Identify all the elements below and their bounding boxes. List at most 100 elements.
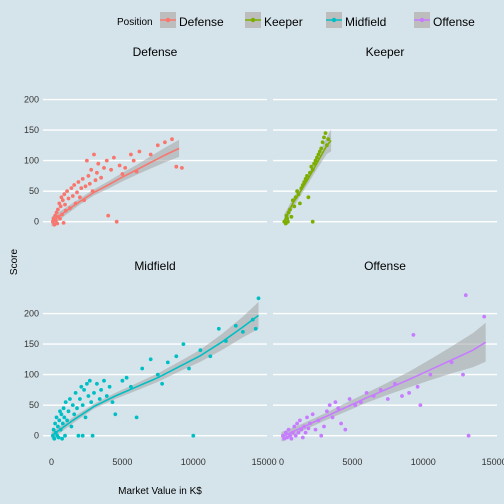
point-offense-31 (343, 427, 348, 432)
point-midfield-55 (165, 360, 170, 365)
point-midfield-12 (59, 412, 64, 417)
x-tick-label-midfield-1: 5000 (112, 457, 132, 467)
panel-keeper: Keeper (273, 45, 497, 227)
point-offense-27 (330, 415, 335, 420)
point-keeper-29 (320, 140, 325, 145)
point-defense-33 (85, 158, 89, 163)
point-offense-28 (333, 400, 338, 404)
point-offense-45 (428, 372, 433, 377)
point-midfield-37 (90, 433, 95, 438)
x-tick-label-offense-1: 5000 (342, 457, 362, 467)
point-midfield-43 (104, 394, 109, 398)
point-offense-2 (283, 430, 288, 435)
point-keeper-7 (289, 214, 294, 219)
point-midfield-60 (208, 354, 213, 359)
point-midfield-18 (63, 400, 68, 404)
point-defense-58 (163, 140, 167, 145)
y-tick-label-defense-2: 100 (24, 156, 39, 166)
y-tick-label-midfield-0: 0 (34, 431, 39, 441)
y-tick-label-midfield-4: 200 (24, 309, 39, 319)
legend: Position Defense Keeper Midfield Offense (117, 12, 475, 29)
point-midfield-57 (181, 342, 186, 346)
y-tick-label-midfield-1: 50 (29, 400, 39, 410)
point-defense-2 (52, 222, 57, 227)
legend-point-offense (419, 17, 425, 23)
point-keeper-24 (313, 158, 318, 163)
point-offense-50 (482, 314, 487, 319)
point-defense-6 (55, 221, 60, 226)
point-keeper-4 (286, 219, 290, 224)
confidence-band-offense (281, 322, 486, 442)
point-offense-49 (466, 433, 471, 438)
point-offense-14 (300, 435, 305, 440)
panel-title-defense: Defense (133, 45, 178, 59)
point-offense-44 (418, 403, 423, 407)
point-defense-9 (57, 201, 62, 206)
point-midfield-14 (60, 421, 65, 426)
point-defense-42 (99, 175, 103, 180)
point-keeper-25 (315, 155, 319, 160)
panel-title-midfield: Midfield (134, 259, 175, 273)
x-tick-label-offense-3: 15000 (482, 457, 504, 467)
point-midfield-61 (216, 326, 221, 331)
point-defense-15 (61, 221, 66, 225)
point-midfield-1 (51, 427, 56, 432)
point-defense-59 (170, 137, 174, 142)
point-defense-27 (76, 180, 81, 184)
point-keeper-19 (306, 195, 311, 200)
point-defense-28 (78, 195, 82, 200)
point-defense-5 (54, 210, 59, 215)
point-defense-53 (131, 158, 136, 163)
point-defense-17 (63, 202, 67, 207)
legend-item-defense: Defense (160, 12, 224, 29)
point-defense-36 (89, 167, 94, 172)
point-defense-3 (53, 213, 57, 218)
panel-title-offense: Offense (364, 259, 406, 273)
legend-title: Position (117, 17, 153, 28)
point-midfield-44 (107, 384, 112, 389)
point-midfield-27 (76, 433, 81, 438)
panel-title-keeper: Keeper (366, 45, 405, 59)
point-midfield-53 (155, 372, 160, 377)
point-midfield-30 (80, 403, 85, 407)
point-defense-20 (66, 196, 71, 201)
point-offense-1 (282, 436, 287, 441)
point-offense-29 (336, 406, 341, 411)
legend-item-offense: Offense (414, 12, 475, 29)
point-keeper-11 (295, 189, 299, 194)
legend-point-keeper (250, 17, 256, 23)
confidence-band-midfield (51, 301, 259, 440)
point-midfield-59 (198, 348, 203, 353)
x-tick-label-offense-2: 10000 (411, 457, 436, 467)
point-offense-46 (449, 360, 454, 365)
point-midfield-51 (140, 366, 145, 371)
point-midfield-66 (253, 326, 258, 331)
point-defense-50 (120, 172, 125, 176)
point-defense-46 (109, 167, 113, 172)
point-offense-48 (463, 293, 468, 298)
point-midfield-31 (82, 388, 86, 392)
point-midfield-7 (56, 424, 60, 429)
y-tick-label-defense-1: 50 (29, 186, 39, 196)
point-midfield-3 (53, 421, 57, 426)
point-midfield-42 (102, 378, 106, 383)
point-keeper-34 (310, 219, 315, 224)
point-offense-32 (347, 397, 352, 401)
point-midfield-64 (241, 330, 245, 334)
point-defense-30 (80, 177, 85, 181)
point-defense-56 (148, 152, 153, 157)
legend-label-offense: Offense (433, 15, 475, 29)
point-offense-10 (295, 421, 299, 426)
point-midfield-16 (62, 415, 67, 420)
panel-defense: Defense (43, 45, 267, 227)
point-defense-55 (137, 149, 142, 154)
point-defense-29 (79, 186, 84, 191)
point-offense-18 (306, 426, 311, 431)
point-offense-38 (385, 397, 390, 401)
point-offense-35 (364, 391, 369, 395)
y-tick-label-midfield-3: 150 (24, 339, 39, 349)
point-midfield-45 (110, 400, 115, 404)
point-keeper-30 (322, 135, 326, 140)
point-offense-42 (411, 333, 416, 337)
